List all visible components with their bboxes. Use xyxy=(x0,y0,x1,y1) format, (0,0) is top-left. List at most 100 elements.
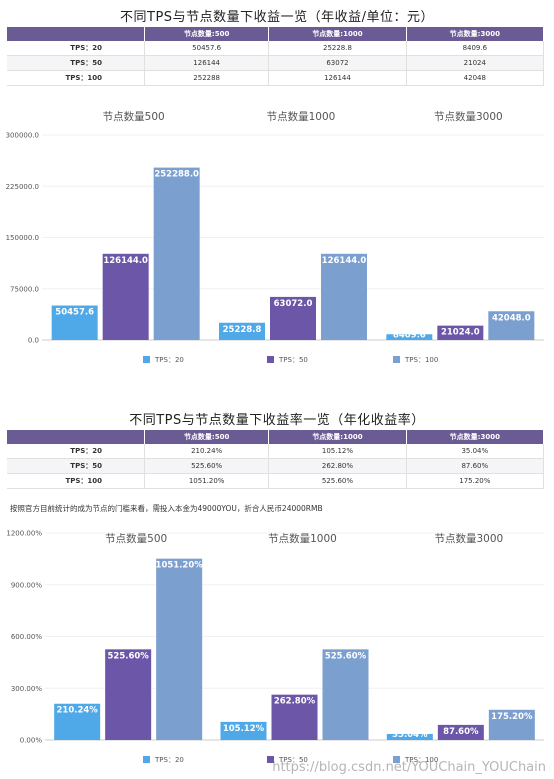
row-label: TPS：100 xyxy=(7,70,145,86)
bar xyxy=(488,311,535,340)
row-label: TPS：50 xyxy=(7,458,145,474)
revenue-table: 节点数量:500 节点数量:1000 节点数量:3000 TPS：20 5045… xyxy=(7,27,545,86)
bar xyxy=(386,334,433,340)
bar xyxy=(102,253,149,340)
table-cell: 525.60% xyxy=(268,473,407,489)
table-header: 节点数量:500 xyxy=(144,27,270,41)
y-tick-label: 150000.0 xyxy=(6,234,39,242)
bar xyxy=(322,649,369,740)
row-label: TPS：50 xyxy=(7,55,145,71)
table-cell: 8409.6 xyxy=(406,41,545,56)
row-label: TPS：100 xyxy=(7,473,145,489)
table-cell: 525.60% xyxy=(144,458,270,474)
data-label: 126144.0 xyxy=(322,256,367,266)
bar xyxy=(321,253,367,340)
table-cell: 175.20% xyxy=(406,473,545,489)
y-tick-label: 0.0 xyxy=(28,337,39,345)
legend-label: TPS：100 xyxy=(404,356,438,364)
rate-title: 不同TPS与节点数量下收益率一览（年化收益率） xyxy=(129,413,425,428)
table-header: 节点数量:500 xyxy=(144,430,270,444)
row-label: TPS：20 xyxy=(7,41,145,56)
table-cell: 87.60% xyxy=(406,458,545,474)
data-label: 252288.0 xyxy=(154,170,199,180)
table-row: TPS：20 210.24% 105.12% 35.04% xyxy=(7,444,545,459)
bar xyxy=(219,322,265,340)
table-cell: 63072 xyxy=(268,55,407,71)
rate-table: 节点数量:500 节点数量:1000 节点数量:3000 TPS：20 210.… xyxy=(7,430,545,489)
table-cell: 42048 xyxy=(406,70,545,86)
legend-label: TPS：100 xyxy=(404,756,438,764)
watermark: https://blog.csdn.net/YOUChain_YOUChain xyxy=(272,760,546,775)
category-label: 节点数量1000 xyxy=(268,532,337,545)
revenue-bar-chart: 0.0 75000.0 150000.0 225000.0 300000.0 节点数量50… xyxy=(6,110,544,364)
data-label: 25228.8 xyxy=(223,325,262,335)
table-row: TPS：100 1051.20% 525.60% 175.20% xyxy=(7,473,545,489)
row-label: TPS：20 xyxy=(7,444,145,459)
bar xyxy=(270,296,316,340)
legend-label: TPS：20 xyxy=(154,356,184,364)
table-header: 节点数量:3000 xyxy=(406,27,545,41)
data-label: 50457.6 xyxy=(55,308,94,318)
data-label: 175.20% xyxy=(491,712,533,722)
table-cell: 35.04% xyxy=(406,444,545,459)
y-tick-label: 75000.0 xyxy=(10,285,39,293)
y-tick-label: 900.00% xyxy=(11,581,42,589)
data-label: 525.60% xyxy=(325,651,367,661)
data-label: 8409.6 xyxy=(393,330,426,340)
table-header xyxy=(7,27,145,41)
data-label: 1051.20% xyxy=(156,561,204,571)
legend-swatch xyxy=(143,756,150,763)
bar xyxy=(437,325,484,340)
table-header: 节点数量:1000 xyxy=(268,430,407,444)
data-label: 105.12% xyxy=(223,724,265,734)
category-label: 节点数量1000 xyxy=(267,110,336,123)
bar xyxy=(54,703,101,740)
y-tick-label: 0.00% xyxy=(20,737,43,745)
data-label: 63072.0 xyxy=(274,299,313,309)
legend-swatch xyxy=(267,756,274,763)
table-cell: 21024 xyxy=(406,55,545,71)
data-label: 126144.0 xyxy=(103,256,148,266)
y-tick-label: 300.00% xyxy=(11,685,42,693)
legend-swatch xyxy=(143,356,150,363)
table-cell: 25228.8 xyxy=(268,41,407,56)
rate-bar-chart: 0.00% 300.00% 600.00% 900.00% 1200.00% 节点数量50… xyxy=(6,530,544,764)
table-cell: 252288 xyxy=(144,70,270,86)
table-row: TPS：20 50457.6 25228.8 8409.6 xyxy=(7,41,545,56)
table-row: TPS：50 525.60% 262.80% 87.60% xyxy=(7,458,545,474)
data-label: 210.24% xyxy=(57,706,99,716)
bar xyxy=(386,733,433,740)
table-cell: 126144 xyxy=(268,70,407,86)
y-tick-label: 300000.0 xyxy=(6,132,39,140)
table-header xyxy=(7,430,145,444)
category-label: 节点数量3000 xyxy=(434,110,503,123)
data-label: 42048.0 xyxy=(492,313,531,323)
bar xyxy=(51,305,98,340)
y-tick-label: 1200.00% xyxy=(6,530,42,538)
category-label: 节点数量3000 xyxy=(434,532,503,545)
legend-label: TPS：50 xyxy=(278,356,308,364)
table-cell: 126144 xyxy=(144,55,270,71)
table-row: TPS：50 126144 63072 21024 xyxy=(7,55,545,71)
revenue-title: 不同TPS与节点数量下收益一览（年收益/单位：元） xyxy=(120,10,434,25)
legend-label: TPS：20 xyxy=(154,756,184,764)
y-tick-label: 600.00% xyxy=(11,633,42,641)
bar xyxy=(156,558,203,740)
capital-note: 按照官方目前统计的成为节点的门槛来看，需投入本金为49000YOU，折合人民币2… xyxy=(10,504,323,513)
bar xyxy=(437,724,484,740)
data-label: 525.60% xyxy=(108,651,150,661)
table-row: TPS：100 252288 126144 42048 xyxy=(7,70,545,86)
table-header: 节点数量:3000 xyxy=(406,430,545,444)
legend-swatch xyxy=(267,356,274,363)
legend-label: TPS：50 xyxy=(278,756,308,764)
data-label: 21024.0 xyxy=(441,328,480,338)
category-label: 节点数量500 xyxy=(105,532,167,545)
legend-swatch xyxy=(393,356,400,363)
bar xyxy=(153,167,200,340)
bar xyxy=(271,694,318,740)
table-cell: 262.80% xyxy=(268,458,407,474)
y-tick-label: 225000.0 xyxy=(6,183,39,191)
data-label: 35.04% xyxy=(392,730,428,740)
table-cell: 105.12% xyxy=(268,444,407,459)
table-cell: 50457.6 xyxy=(144,41,270,56)
